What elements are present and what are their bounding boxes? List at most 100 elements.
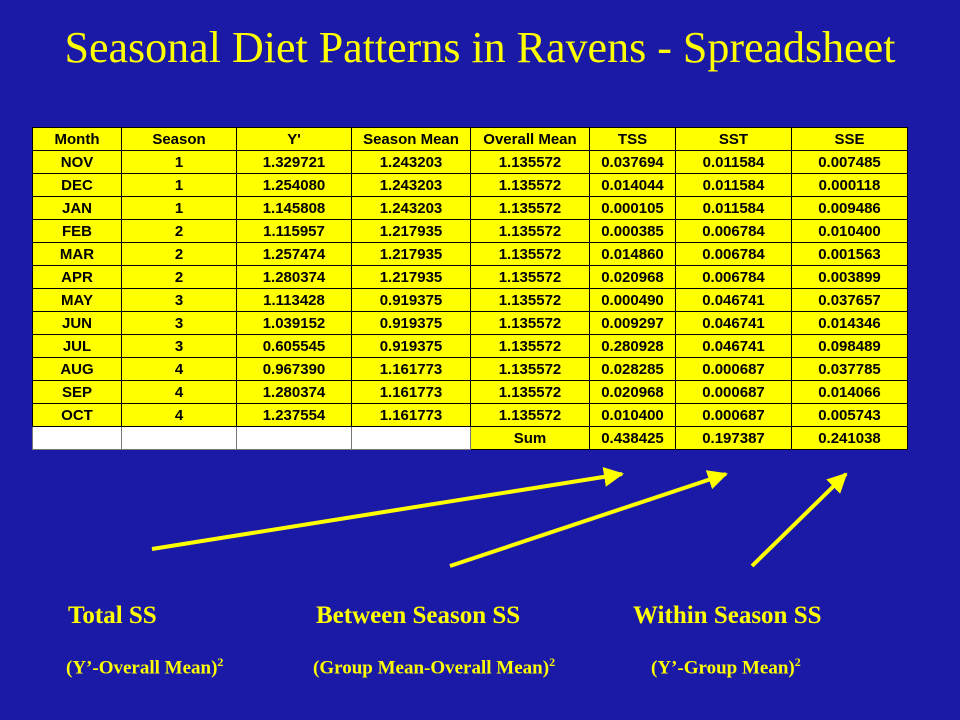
table-cell: 0.919375 (351, 311, 471, 335)
table-cell: Y' (236, 127, 352, 151)
table-cell: 1.237554 (236, 403, 352, 427)
table-cell: 1.039152 (236, 311, 352, 335)
table-cell: 1.329721 (236, 150, 352, 174)
table-cell: 1.135572 (470, 403, 590, 427)
table-cell: 0.014346 (791, 311, 908, 335)
sum-row: Sum 0.438425 0.197387 0.241038 (32, 426, 908, 450)
table-cell: 1.161773 (351, 380, 471, 404)
table-cell: 4 (121, 357, 237, 381)
table-cell: 1.135572 (470, 311, 590, 335)
table-cell: 2 (121, 242, 237, 266)
table-cell: 1.135572 (470, 242, 590, 266)
table-cell: OCT (32, 403, 122, 427)
table-cell: Overall Mean (470, 127, 590, 151)
between-ss-formula: (Group Mean-Overall Mean)2 (313, 655, 555, 679)
table-cell: 0.014860 (589, 242, 676, 266)
table-cell: 3 (121, 311, 237, 335)
within-ss-formula: (Y’-Group Mean)2 (651, 655, 801, 679)
table-cell: 0.011584 (675, 150, 792, 174)
table-cell: 0.438425 (589, 426, 676, 450)
table-cell: SEP (32, 380, 122, 404)
table-cell: 0.280928 (589, 334, 676, 358)
table-row: FEB 2 1.115957 1.217935 1.135572 0.000385 0.00… (32, 219, 908, 243)
table-cell: 0.014066 (791, 380, 908, 404)
table-cell: 3 (121, 288, 237, 312)
table-cell: 1.161773 (351, 403, 471, 427)
table-cell: 0.009297 (589, 311, 676, 335)
table-cell: NOV (32, 150, 122, 174)
table-cell: 0.010400 (791, 219, 908, 243)
exponent: 2 (549, 655, 556, 669)
table-cell: 2 (121, 265, 237, 289)
table-cell: AUG (32, 357, 122, 381)
arrow-within-ss (750, 472, 848, 568)
table-cell: Sum (470, 426, 590, 450)
arrow-between-ss (449, 470, 728, 568)
table-row: JUN 3 1.039152 0.919375 1.135572 0.009297 0.04… (32, 311, 908, 335)
table-cell: 0.967390 (236, 357, 352, 381)
table-cell: 0.046741 (675, 311, 792, 335)
table-cell: SSE (791, 127, 908, 151)
table-cell: 1.257474 (236, 242, 352, 266)
table-cell: 0.046741 (675, 334, 792, 358)
table-cell: 0.000687 (675, 357, 792, 381)
table-row: APR 2 1.280374 1.217935 1.135572 0.020968 0.00… (32, 265, 908, 289)
table-cell: 1.113428 (236, 288, 352, 312)
table-cell: 0.000385 (589, 219, 676, 243)
formula-text: (Y’-Overall Mean) (66, 657, 218, 679)
table-cell: 1.280374 (236, 265, 352, 289)
table-cell: 0.000490 (589, 288, 676, 312)
table-cell: 0.020968 (589, 380, 676, 404)
table-cell: 0.919375 (351, 334, 471, 358)
table-cell: 0.014044 (589, 173, 676, 197)
table-row: SEP 4 1.280374 1.161773 1.135572 0.020968 0.00… (32, 380, 908, 404)
table-cell: 1.145808 (236, 196, 352, 220)
table-cell: JAN (32, 196, 122, 220)
table-cell: 1.135572 (470, 334, 590, 358)
table-cell: 0.011584 (675, 196, 792, 220)
table-cell: 0.006784 (675, 242, 792, 266)
table-cell: 1.135572 (470, 380, 590, 404)
table-cell: 0.009486 (791, 196, 908, 220)
table-cell: 0.098489 (791, 334, 908, 358)
table-cell: 1.135572 (470, 196, 590, 220)
table-cell: 0.000118 (791, 173, 908, 197)
table-cell: TSS (589, 127, 676, 151)
table-cell: 1.217935 (351, 242, 471, 266)
table-cell: 0.006784 (675, 265, 792, 289)
table-cell: 1.161773 (351, 357, 471, 381)
table-cell: 0.000687 (675, 380, 792, 404)
arrow-total-ss (151, 466, 624, 551)
table-cell: 1.280374 (236, 380, 352, 404)
exponent: 2 (217, 655, 224, 669)
table-cell: 0.037785 (791, 357, 908, 381)
table-cell: MAY (32, 288, 122, 312)
table-cell: 0.006784 (675, 219, 792, 243)
table-cell: 1.243203 (351, 196, 471, 220)
table-row: MAR 2 1.257474 1.217935 1.135572 0.014860 0.00… (32, 242, 908, 266)
table-cell: 1 (121, 196, 237, 220)
table-cell: SST (675, 127, 792, 151)
within-season-ss-label: Within Season SS (633, 602, 822, 629)
table-cell: 0.241038 (791, 426, 908, 450)
table-cell: 1.135572 (470, 173, 590, 197)
total-ss-formula: (Y’-Overall Mean)2 (66, 655, 223, 679)
table-cell: 0.010400 (589, 403, 676, 427)
table-cell: 0.011584 (675, 173, 792, 197)
table-cell (236, 426, 352, 450)
exponent: 2 (794, 655, 801, 669)
table-row: JAN 1 1.145808 1.243203 1.135572 0.000105 0.01… (32, 196, 908, 220)
table-cell: 0.000105 (589, 196, 676, 220)
table-cell: 0.197387 (675, 426, 792, 450)
table-header-row: Month Season Y' Season Mean Overall Mean TSS S… (32, 127, 908, 151)
table-cell: 0.028285 (589, 357, 676, 381)
table-cell: 1.217935 (351, 265, 471, 289)
table-cell: 1.135572 (470, 150, 590, 174)
table-cell: 0.000687 (675, 403, 792, 427)
table-row: MAY 3 1.113428 0.919375 1.135572 0.000490 0.04… (32, 288, 908, 312)
table-cell: 1.135572 (470, 265, 590, 289)
table-cell: JUL (32, 334, 122, 358)
table-cell: 0.037694 (589, 150, 676, 174)
table-cell: 1.135572 (470, 219, 590, 243)
